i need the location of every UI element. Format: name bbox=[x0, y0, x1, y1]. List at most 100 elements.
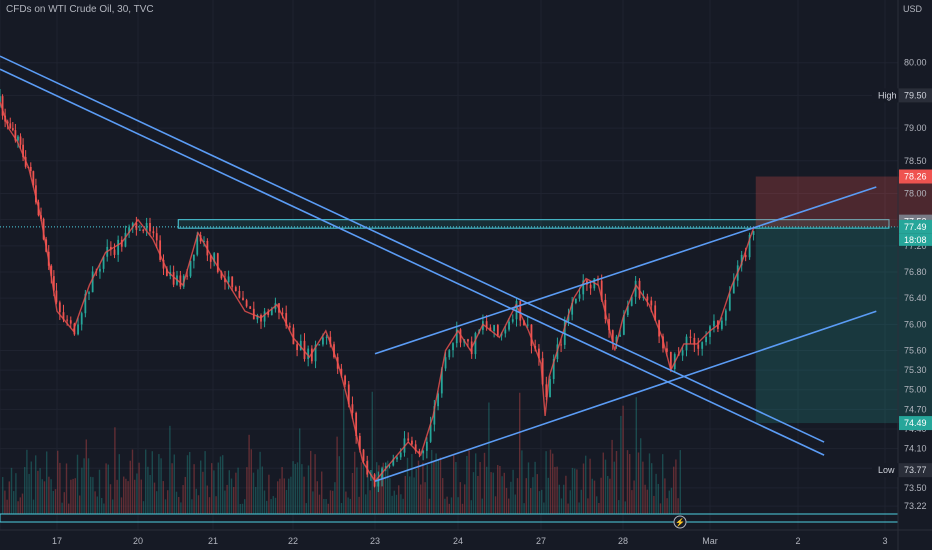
candle-body bbox=[530, 324, 533, 346]
volume-bar bbox=[435, 453, 437, 514]
volume-bar bbox=[153, 482, 156, 514]
volume-bar bbox=[365, 494, 367, 514]
volume-bar bbox=[151, 451, 153, 514]
volume-bar bbox=[149, 474, 151, 514]
volume-bar bbox=[523, 503, 525, 514]
candle-body bbox=[303, 340, 306, 359]
y-tick-label: 80.00 bbox=[904, 58, 927, 68]
candle-body bbox=[216, 253, 219, 272]
candle-body bbox=[14, 130, 17, 141]
volume-bar bbox=[466, 455, 468, 514]
candle-body bbox=[355, 412, 358, 436]
volume-bar bbox=[384, 466, 387, 514]
candle-body bbox=[186, 275, 189, 277]
volume-bar bbox=[497, 465, 499, 514]
volume-bar bbox=[426, 465, 428, 514]
volume-bar bbox=[325, 499, 327, 514]
volume-bar bbox=[560, 498, 563, 514]
volume-bar bbox=[305, 503, 307, 514]
volume-bar bbox=[248, 434, 250, 514]
candle-body bbox=[689, 336, 692, 338]
volume-bar bbox=[277, 481, 279, 514]
volume-bar bbox=[587, 498, 589, 514]
volume-bar bbox=[250, 449, 252, 514]
candle-body bbox=[362, 449, 365, 462]
volume-bar bbox=[354, 451, 356, 514]
volume-bar bbox=[296, 462, 299, 514]
candle-body bbox=[318, 344, 321, 346]
candle-body bbox=[455, 329, 458, 344]
candle-body bbox=[6, 121, 9, 124]
candle-body bbox=[515, 300, 518, 320]
volume-bar bbox=[514, 494, 516, 514]
candle-body bbox=[227, 276, 230, 283]
candle-body bbox=[238, 291, 241, 298]
candle-body bbox=[444, 357, 447, 369]
volume-bar bbox=[244, 499, 246, 514]
candle-body bbox=[705, 336, 707, 343]
volume-bar bbox=[19, 497, 21, 514]
y-tick-label: 78.00 bbox=[904, 189, 927, 199]
volume-bar bbox=[213, 470, 215, 514]
volume-bar bbox=[503, 472, 505, 514]
volume-bar bbox=[327, 503, 329, 514]
volume-bar bbox=[459, 482, 461, 514]
volume-bar bbox=[675, 459, 677, 514]
volume-bar bbox=[545, 451, 547, 514]
volume-bar bbox=[521, 450, 523, 514]
candle-body bbox=[347, 384, 350, 405]
volume-bar bbox=[369, 490, 371, 514]
volume-bar bbox=[505, 487, 508, 514]
candle-body bbox=[256, 314, 259, 320]
candle-body bbox=[452, 343, 454, 351]
candle-body bbox=[314, 344, 317, 362]
candle-body bbox=[322, 337, 324, 345]
volume-bar bbox=[598, 502, 600, 514]
volume-bar bbox=[446, 496, 448, 514]
volume-bar bbox=[217, 462, 219, 514]
candle-body bbox=[646, 296, 649, 301]
volume-bar bbox=[395, 494, 398, 514]
candle-body bbox=[650, 300, 653, 306]
candle-body bbox=[58, 302, 61, 313]
candle-body bbox=[99, 268, 101, 272]
volume-bar bbox=[358, 496, 360, 514]
volume-bar bbox=[448, 503, 450, 514]
high-level-prefix: High bbox=[878, 90, 897, 100]
volume-bar bbox=[351, 472, 354, 514]
volume-bar bbox=[596, 496, 598, 514]
candle-body bbox=[296, 344, 298, 350]
low-level-prefix-bg bbox=[872, 463, 898, 478]
volume-bar bbox=[664, 478, 666, 514]
candle-body bbox=[448, 350, 451, 358]
volume-bar bbox=[569, 490, 571, 514]
volume-bar bbox=[70, 479, 72, 514]
candle-body bbox=[567, 314, 570, 321]
volume-bar bbox=[631, 490, 633, 514]
candle-body bbox=[325, 336, 328, 338]
candle-body bbox=[467, 339, 469, 342]
candle-body bbox=[19, 136, 22, 145]
volume-bar bbox=[160, 458, 162, 514]
volume-bar bbox=[134, 479, 136, 514]
volume-bar bbox=[101, 498, 103, 514]
volume-bar bbox=[659, 503, 662, 514]
candle-body bbox=[560, 344, 562, 346]
candle-body bbox=[654, 305, 657, 321]
volume-bar bbox=[208, 497, 211, 514]
candle-body bbox=[396, 457, 398, 460]
volume-bar bbox=[538, 491, 541, 514]
volume-bar bbox=[629, 454, 631, 514]
volume-bar bbox=[109, 484, 112, 514]
candle-body bbox=[189, 260, 192, 277]
candle-body bbox=[138, 229, 141, 231]
volume-bar bbox=[329, 490, 332, 514]
volume-bar bbox=[98, 469, 101, 514]
candle-body bbox=[42, 218, 45, 240]
candle-body bbox=[693, 337, 696, 345]
moving-average bbox=[0, 101, 755, 483]
candle-body bbox=[165, 268, 168, 276]
volume-bar bbox=[492, 472, 494, 514]
